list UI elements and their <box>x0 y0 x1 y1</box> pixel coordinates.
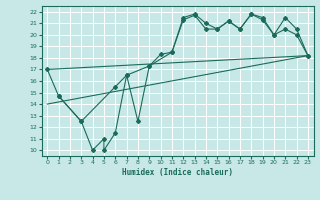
X-axis label: Humidex (Indice chaleur): Humidex (Indice chaleur) <box>122 168 233 177</box>
